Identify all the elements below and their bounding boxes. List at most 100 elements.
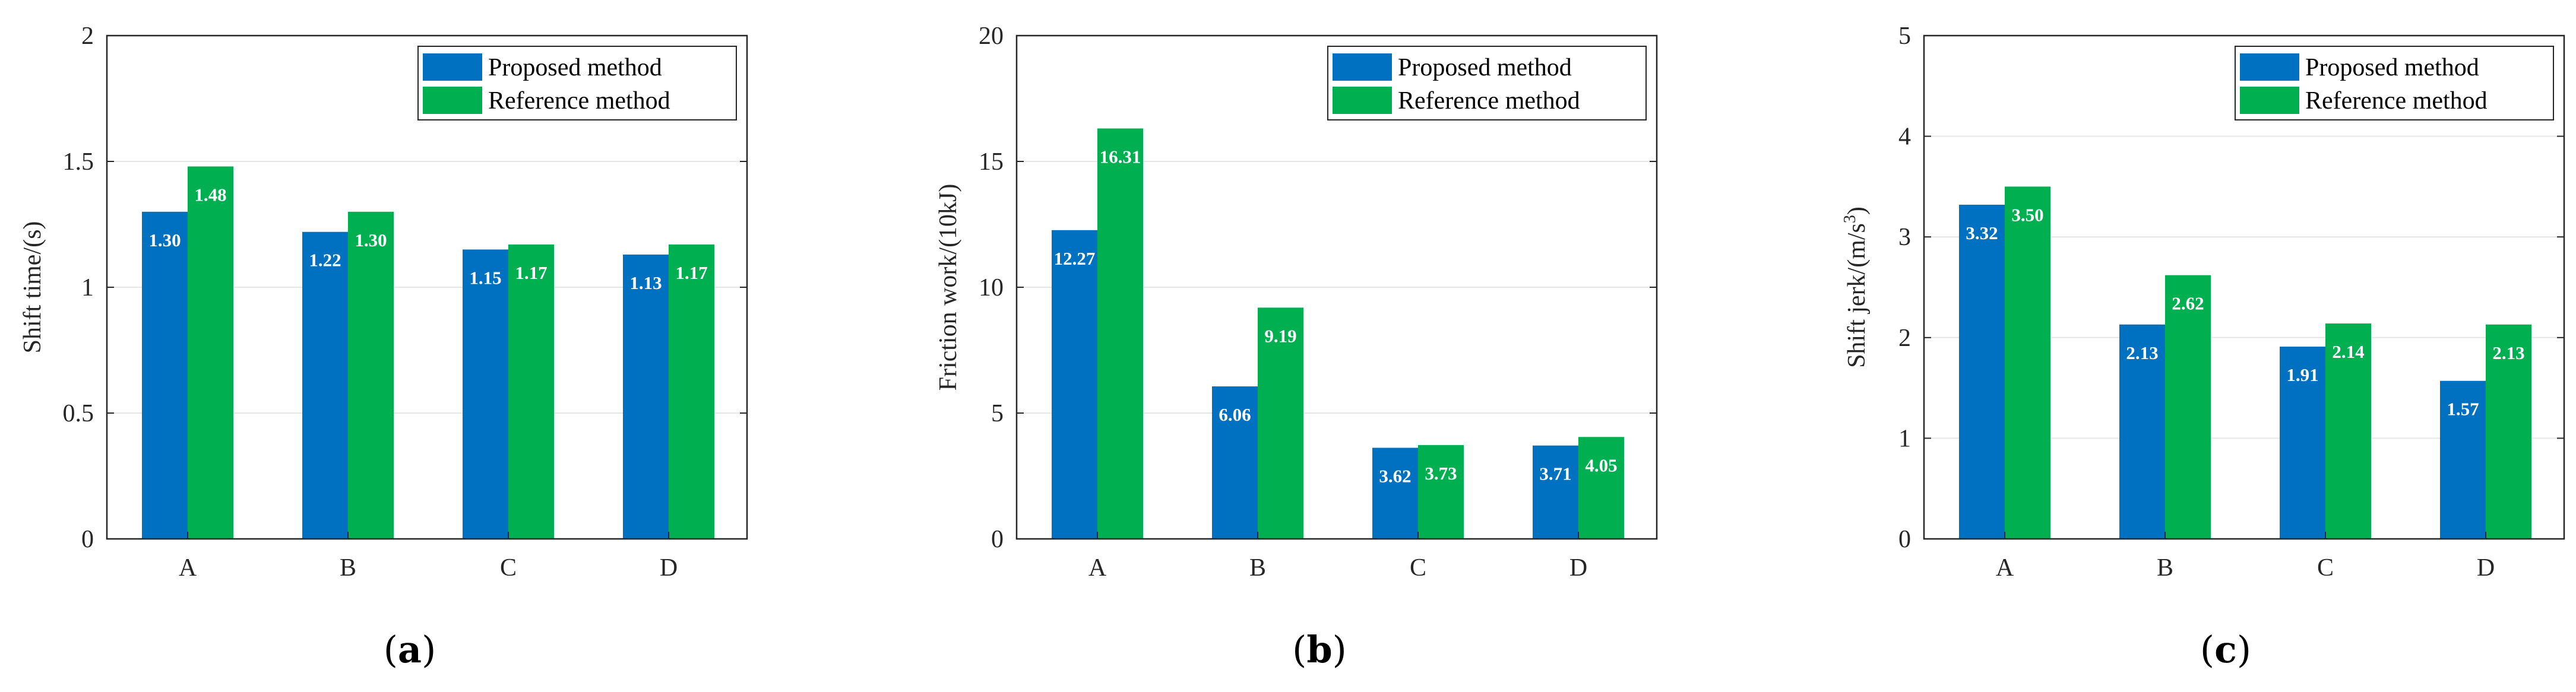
y-axis-label-text: Shift jerk/(m/s <box>1843 223 1871 368</box>
panel-label-letter: c <box>2214 628 2237 671</box>
y-tick-label: 10 <box>979 274 1004 301</box>
data-label: 1.15 <box>469 267 501 288</box>
y-tick-label: 2 <box>81 23 94 50</box>
y-tick-label: 15 <box>979 148 1004 176</box>
data-label: 1.30 <box>355 230 387 250</box>
panel-label-open: ( <box>1292 628 1306 671</box>
y-tick-label: 5 <box>1898 23 1911 50</box>
x-tick-label: A <box>1088 554 1107 582</box>
y-tick-label: 1.5 <box>63 148 94 176</box>
chart-panel-a: 0 0.5 1 1.5 2 1.30 1.48 A 1.22 1.30 B 1.15 1.17 C 1.13… <box>19 23 748 671</box>
x-tick-label: D <box>2477 554 2495 582</box>
chart-panel-b: 0 5 10 15 20 12.27 16.31 A 6.06 9.19 B 3.62 3.73 C 3.7… <box>935 23 1658 671</box>
bar-reference-C <box>1418 445 1464 539</box>
y-axis-label: Friction work/(10kJ) <box>935 184 962 391</box>
bar-proposed-C <box>2280 347 2325 539</box>
panel-label-close: ) <box>422 628 436 671</box>
bar-proposed-D <box>623 254 669 539</box>
bar-reference-C <box>2325 323 2371 539</box>
bar-proposed-C <box>1372 447 1418 539</box>
data-label: 1.30 <box>148 230 181 250</box>
panel-label-letter: b <box>1306 628 1332 671</box>
data-label: 4.05 <box>1585 455 1617 475</box>
data-label: 1.17 <box>675 262 707 283</box>
y-axis-label: Shift time/(s) <box>19 221 46 354</box>
legend-label: Reference method <box>1398 87 1580 115</box>
y-tick-label: 1 <box>1898 425 1911 452</box>
y-tick-label: 0 <box>1898 526 1911 553</box>
bar-reference-B <box>2165 275 2211 539</box>
axes-box <box>1923 34 2565 540</box>
x-tick-label: B <box>340 554 356 582</box>
y-tick-label: 3 <box>1898 224 1911 251</box>
data-label: 9.19 <box>1264 325 1296 346</box>
panel-label-letter: a <box>398 628 422 671</box>
y-tick-label: 0 <box>81 526 94 553</box>
bar-proposed-A <box>142 211 188 539</box>
legend: Proposed method Reference method <box>417 46 737 120</box>
legend-label: Proposed method <box>488 54 662 81</box>
data-label: 1.17 <box>515 262 547 283</box>
panel-label-close: ) <box>2237 628 2251 671</box>
data-label: 3.32 <box>1966 223 1998 243</box>
data-label: 1.22 <box>309 250 341 271</box>
bar-reference-A <box>188 166 233 539</box>
bar-proposed-C <box>463 249 508 539</box>
y-tick-label: 4 <box>1898 123 1911 151</box>
bar-reference-B <box>1258 307 1303 539</box>
data-label: 3.73 <box>1425 463 1457 484</box>
panel-label-open: ( <box>2200 628 2214 671</box>
data-label: 2.62 <box>2172 293 2204 314</box>
y-axis-label-end: ) <box>1843 207 1871 215</box>
panel-label-close: ) <box>1333 628 1347 671</box>
bar-proposed-A <box>1959 204 2005 539</box>
y-tick-label: 0 <box>991 526 1004 553</box>
axes-box <box>1015 34 1658 540</box>
x-tick-label: C <box>2317 554 2334 582</box>
x-tick-label: C <box>500 554 517 582</box>
y-axis-label-text: Friction work/(10kJ) <box>935 184 962 391</box>
axes-box <box>106 34 748 540</box>
y-tick-label: 5 <box>991 400 1004 427</box>
x-tick-label: B <box>1249 554 1266 582</box>
data-label: 1.13 <box>629 272 662 293</box>
legend-label: Reference method <box>2305 87 2488 115</box>
y-tick-label: 0.5 <box>63 400 94 427</box>
panel-label: (b) <box>1292 628 1347 671</box>
panel-label: (a) <box>384 628 436 671</box>
bar-reference-C <box>508 244 554 539</box>
legend-label: Proposed method <box>2305 54 2479 81</box>
data-label: 2.13 <box>2126 342 2158 363</box>
legend-label: Reference method <box>488 87 670 115</box>
bar-reference-B <box>348 211 394 539</box>
chart-panel-c: 0 1 2 3 4 5 3.32 3.50 A 2.13 2.62 B 1.91 2.14 C 1.57 2.1… <box>1841 23 2565 671</box>
legend: Proposed method Reference method <box>1327 46 1647 120</box>
bar-reference-D <box>2486 324 2531 539</box>
y-tick-label: 2 <box>1898 325 1911 352</box>
x-tick-label: B <box>2157 554 2173 582</box>
data-label: 3.50 <box>2011 204 2043 225</box>
bar-proposed-B <box>302 231 348 539</box>
data-label: 1.57 <box>2447 399 2479 420</box>
bar-proposed-D <box>1533 445 1578 539</box>
legend-swatch-proposed <box>1333 53 1392 81</box>
data-label: 16.31 <box>1100 146 1141 167</box>
y-tick-label: 20 <box>979 23 1004 50</box>
bar-reference-D <box>1578 437 1624 539</box>
data-label: 3.71 <box>1539 464 1571 484</box>
x-tick-label: A <box>179 554 197 582</box>
y-tick-label: 1 <box>81 274 94 301</box>
legend: Proposed method Reference method <box>2235 46 2554 120</box>
bar-proposed-D <box>2440 380 2486 539</box>
panel-label-open: ( <box>384 628 398 671</box>
data-label: 2.13 <box>2492 342 2524 363</box>
y-axis-label: Shift jerk/(m/s3) <box>1841 207 1871 368</box>
bar-proposed-B <box>2119 324 2165 539</box>
x-tick-label: C <box>1410 554 1426 582</box>
bar-proposed-A <box>1052 230 1097 539</box>
bar-reference-A <box>2005 186 2050 539</box>
x-tick-label: D <box>660 554 678 582</box>
data-label: 3.62 <box>1379 466 1411 487</box>
legend-swatch-proposed <box>2240 53 2299 81</box>
